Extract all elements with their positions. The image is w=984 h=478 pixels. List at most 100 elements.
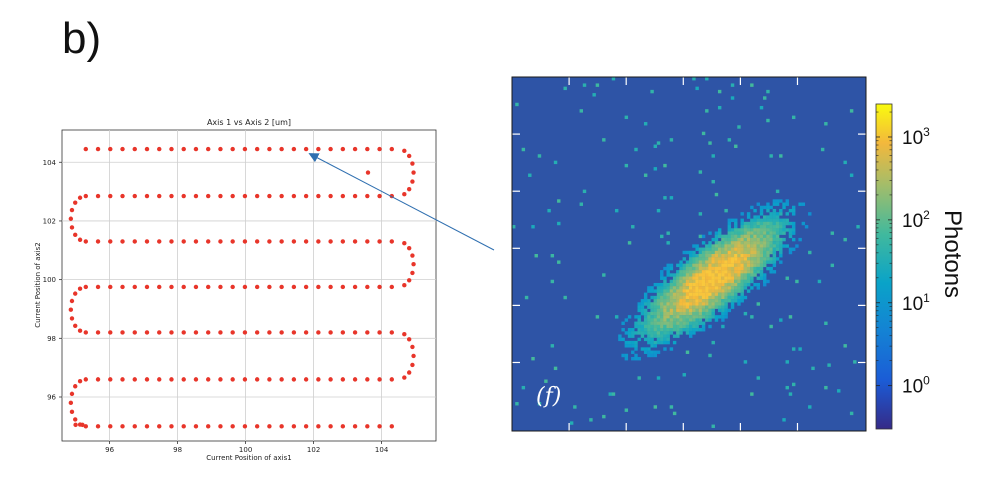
- heatmap-cell: [730, 260, 735, 264]
- heatmap-cell: [695, 86, 699, 91]
- heatmap-cell: [717, 270, 722, 274]
- scatter-point: [157, 424, 162, 429]
- heatmap-cell: [782, 205, 786, 210]
- heatmap-cell: [769, 212, 773, 216]
- heatmap-cell: [698, 282, 703, 287]
- scatter-point: [132, 424, 137, 429]
- heatmap-cell: [663, 347, 667, 351]
- heatmap-cell: [740, 228, 744, 232]
- heatmap-cell: [727, 276, 732, 280]
- heatmap-cell: [769, 215, 773, 219]
- heatmap-cell: [759, 221, 764, 226]
- heatmap-cell: [775, 241, 780, 245]
- scatter-point: [132, 146, 137, 152]
- heatmap-cell: [772, 231, 777, 235]
- heatmap-cell: [643, 308, 648, 313]
- heatmap-cell: [788, 208, 793, 213]
- heatmap-cell: [849, 173, 854, 177]
- scatter-point: [120, 377, 125, 382]
- heatmap-cell: [737, 279, 741, 284]
- heatmap-cell: [656, 299, 661, 303]
- heatmap-cell: [721, 324, 725, 329]
- heatmap-cell: [672, 324, 677, 329]
- scatter-point: [365, 239, 370, 244]
- heatmap-cell: [711, 237, 715, 242]
- heatmap-cell: [698, 321, 703, 325]
- heatmap-cell: [685, 266, 690, 271]
- heatmap-cell: [698, 247, 703, 251]
- heatmap-cell: [740, 221, 744, 226]
- heatmap-cell: [740, 237, 744, 242]
- heatmap-cell: [627, 241, 632, 245]
- heatmap-cell: [750, 231, 754, 235]
- heatmap-cell: [701, 260, 706, 264]
- heatmap-cell: [756, 231, 760, 235]
- scatter-point: [73, 291, 78, 296]
- heatmap-cell: [698, 273, 703, 277]
- heatmap-cell: [756, 260, 760, 264]
- heatmap-cell: [698, 263, 703, 268]
- heatmap-cell: [714, 260, 719, 264]
- heatmap-cell: [701, 131, 706, 136]
- heatmap-cell: [785, 212, 789, 216]
- heatmap-cell: [634, 315, 638, 319]
- heatmap-cell: [676, 334, 680, 338]
- heatmap-cell: [824, 321, 828, 325]
- heatmap-cell: [692, 276, 696, 280]
- heatmap-cell: [734, 254, 738, 258]
- heatmap-cell: [663, 311, 667, 316]
- heatmap-cell: [660, 311, 664, 316]
- heatmap-cell: [759, 266, 764, 271]
- scatter-point: [144, 193, 150, 199]
- heatmap-cell: [695, 270, 699, 274]
- scatter-point: [340, 284, 346, 290]
- scatter-point: [108, 284, 113, 290]
- scatter-point: [193, 424, 199, 429]
- heatmap-cell: [682, 266, 686, 271]
- heatmap-cell: [801, 202, 806, 206]
- heatmap-cell: [637, 376, 641, 380]
- heatmap-cell: [766, 208, 770, 213]
- heatmap-cell: [666, 331, 670, 335]
- heatmap-cell: [750, 392, 754, 396]
- heatmap-cell: [653, 340, 658, 345]
- heatmap-cell: [679, 315, 683, 319]
- heatmap-cell: [727, 247, 732, 251]
- heatmap-cell: [734, 218, 738, 223]
- heatmap-cell: [766, 237, 770, 242]
- heatmap-cell: [775, 237, 780, 242]
- heatmap-cell: [679, 276, 683, 280]
- heatmap-cell: [708, 308, 712, 313]
- heatmap-cell: [602, 138, 606, 142]
- heatmap-cell: [721, 299, 725, 303]
- scatter-point: [267, 284, 272, 290]
- heatmap-cell: [695, 289, 699, 293]
- heatmap-cell: [643, 321, 648, 325]
- heatmap-cell: [692, 328, 696, 332]
- heatmap-cell: [769, 221, 773, 226]
- heatmap-cell: [737, 270, 741, 274]
- heatmap-cell: [634, 147, 638, 152]
- heatmap-cell: [666, 295, 670, 300]
- scatter-point: [402, 192, 407, 197]
- heatmap-cell: [701, 311, 706, 316]
- heatmap-cell: [766, 89, 770, 94]
- heatmap-cell: [769, 250, 773, 255]
- heatmap-cell: [737, 266, 741, 271]
- colorbar-ticks: 103 102 101 100: [876, 111, 930, 398]
- heatmap-cell: [692, 292, 696, 297]
- heatmap-cell: [682, 318, 686, 322]
- heatmap-cell: [827, 363, 831, 367]
- heatmap-cell: [627, 340, 632, 345]
- heatmap-cell: [724, 299, 728, 303]
- heatmap-cell: [705, 276, 709, 280]
- heatmap-cell: [750, 263, 754, 268]
- heatmap-cell: [795, 244, 799, 248]
- heatmap-cell: [692, 324, 696, 329]
- heatmap-cell: [653, 308, 658, 313]
- heatmap-cell: [743, 244, 748, 248]
- heatmap-cell: [772, 215, 777, 219]
- heatmap-cell: [711, 315, 715, 319]
- heatmap-cell: [727, 292, 732, 297]
- heatmap-cell: [689, 266, 693, 271]
